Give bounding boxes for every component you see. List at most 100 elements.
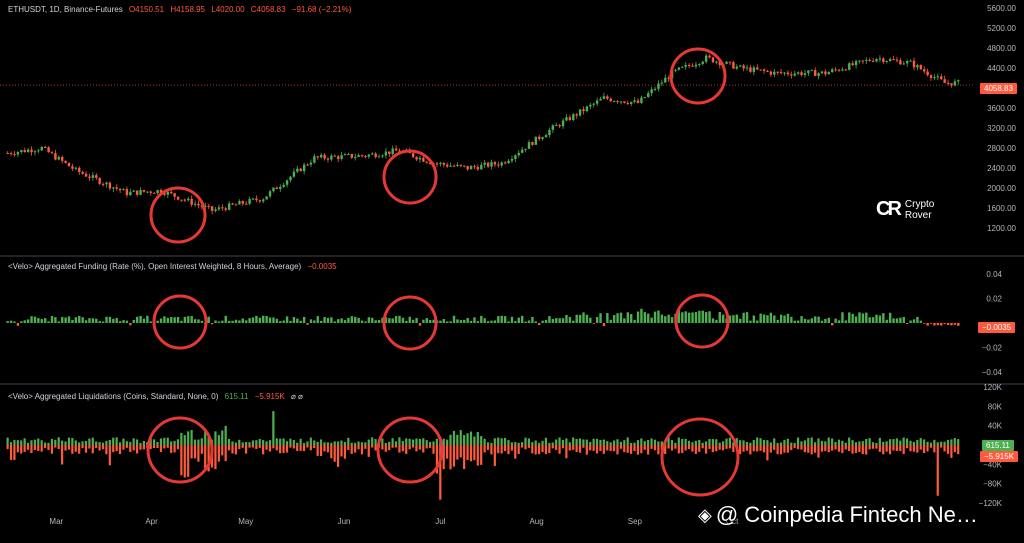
funding-bar [848,312,851,323]
candle-body [306,164,309,166]
change-value: −91.68 (−2.21%) [291,5,352,14]
liq-long-bar [844,442,847,445]
funding-bar [827,317,831,323]
liq-short-bar [640,445,643,454]
liq-short-bar [40,445,43,452]
candle-body [108,182,112,189]
funding-tick-label: 0.02 [986,295,1002,304]
funding-bar [112,318,115,323]
funding-bar [37,318,40,323]
funding-bar [660,314,664,323]
liq-long-bar [841,440,844,445]
funding-bar [739,318,742,323]
liq-long-bar [292,439,295,445]
candle-body [698,63,701,65]
liq-long-bar [493,438,496,445]
liq-short-bar [217,445,220,462]
funding-bar [636,311,640,323]
liq-long-bar [187,431,190,445]
candle-body [463,165,466,167]
liq-long-bar [20,440,23,445]
close-value: C4058.83 [250,5,286,14]
liq-short-bar [510,445,513,451]
liq-short-bar [428,445,432,448]
liq-short-bar [251,445,255,448]
liq-short-bar [933,445,936,453]
liq-long-bar [33,439,36,445]
liq-short-bar [50,445,53,454]
liq-long-bar [715,439,718,445]
candle-body [892,59,895,61]
candle-body [449,165,452,167]
funding-bar [687,312,691,323]
funding-bar [664,316,667,323]
candle-body [589,104,592,107]
liq-long-bar [616,439,619,445]
liq-long-bar [88,438,91,445]
liq-long-bar [122,438,125,445]
funding-bar [483,318,486,323]
liq-short-bar [112,445,115,453]
liq-short-bar [957,445,960,455]
liq-long-bar [456,434,459,445]
liq-short-bar [279,445,282,454]
liq-short-bar [609,445,612,451]
funding-bar [667,314,670,323]
liq-long-bar [112,437,115,445]
liq-long-bar [13,439,16,445]
funding-bar [599,313,602,323]
candle-body [514,155,517,159]
liq-long-bar [135,439,139,445]
funding-bar [670,317,674,323]
liq-short-bar [701,445,704,449]
funding-bar [84,320,88,323]
candle-body [251,198,255,200]
liq-legend-icons[interactable]: ⌀ ⌀ [290,392,303,401]
candle-body [800,72,803,75]
candle-body [749,67,752,72]
liq-short-bar [255,445,258,450]
liq-long-bar [238,439,241,445]
candle-body [469,166,473,170]
liq-short-bar [118,445,122,455]
candle-body [425,161,428,163]
liq-short-bar [268,445,272,452]
liq-short-bar [762,445,766,453]
funding-bar [493,320,497,323]
liq-long-bar [766,440,769,445]
month-tick-label: Mar [49,517,63,526]
liq-short-badge: −5.915K [980,451,1019,462]
funding-bar [609,319,612,323]
funding-bar [425,318,428,323]
candle-body [473,166,476,168]
funding-bar [343,320,347,323]
candle-body [810,70,813,72]
candle-body [347,154,350,156]
liq-long-bar [834,441,837,445]
funding-bar [865,312,868,323]
liq-long-bar [824,441,827,445]
candle-body [882,58,885,62]
liq-long-bar [486,442,490,445]
funding-bar [446,321,449,323]
candle-body [245,203,248,205]
liq-short-bar [558,445,561,454]
funding-bar [258,317,262,323]
candle-body [786,72,790,75]
liq-long-bar [660,441,663,445]
funding-bar [428,320,432,323]
funding-bar [262,315,265,323]
month-tick-label: Aug [529,517,543,526]
liq-long-bar [30,440,33,445]
candle-body [684,64,687,67]
funding-bar [255,315,258,323]
candle-body [204,206,207,208]
liq-long-bar [871,442,875,445]
candle-body [868,59,871,61]
funding-bar [183,316,187,323]
candle-body [268,191,272,197]
candle-body [142,190,146,192]
price-tick-label: 1200.00 [987,224,1016,233]
candle-body [728,61,732,63]
liq-long-bar [272,411,275,445]
